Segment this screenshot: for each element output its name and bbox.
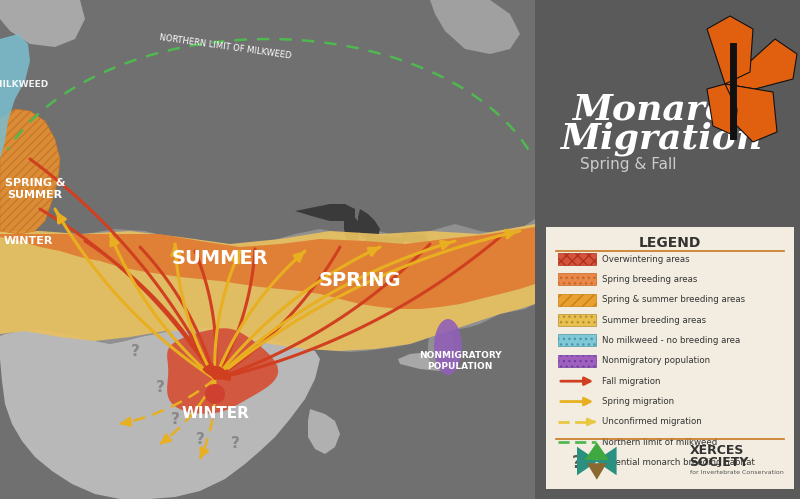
Polygon shape bbox=[308, 409, 340, 454]
Polygon shape bbox=[707, 84, 737, 136]
Polygon shape bbox=[0, 0, 535, 499]
FancyBboxPatch shape bbox=[558, 314, 596, 326]
Text: Spring & Fall: Spring & Fall bbox=[580, 157, 677, 172]
Text: SPRING &
SUMMER: SPRING & SUMMER bbox=[5, 178, 66, 200]
FancyBboxPatch shape bbox=[558, 273, 596, 285]
Text: Fall migration: Fall migration bbox=[602, 377, 661, 386]
FancyBboxPatch shape bbox=[546, 227, 794, 489]
Text: ?: ? bbox=[572, 454, 582, 472]
Text: ?: ? bbox=[230, 437, 239, 452]
Text: Unconfirmed migration: Unconfirmed migration bbox=[602, 417, 702, 427]
Polygon shape bbox=[428, 324, 455, 371]
Text: No milkweed - no breeding area: No milkweed - no breeding area bbox=[602, 336, 740, 345]
FancyBboxPatch shape bbox=[558, 334, 596, 346]
Polygon shape bbox=[0, 227, 535, 309]
Text: Northern limit of milkweed: Northern limit of milkweed bbox=[602, 438, 718, 447]
FancyBboxPatch shape bbox=[558, 253, 596, 265]
Polygon shape bbox=[0, 0, 85, 47]
Text: ?: ? bbox=[155, 380, 165, 395]
Text: Spring migration: Spring migration bbox=[602, 397, 674, 406]
Text: Monarch: Monarch bbox=[572, 92, 753, 126]
Polygon shape bbox=[365, 236, 405, 249]
Text: Migration: Migration bbox=[560, 122, 762, 156]
Polygon shape bbox=[295, 204, 355, 221]
Text: NONMIGRATORY
POPULATION: NONMIGRATORY POPULATION bbox=[418, 351, 502, 371]
Text: NORTHERN LIMIT OF MILKWEED: NORTHERN LIMIT OF MILKWEED bbox=[158, 33, 292, 61]
Polygon shape bbox=[0, 327, 320, 499]
Text: WINTER: WINTER bbox=[181, 407, 249, 422]
Text: ?: ? bbox=[130, 343, 139, 358]
Text: Nonmigratory population: Nonmigratory population bbox=[602, 356, 710, 365]
Polygon shape bbox=[707, 16, 753, 84]
Text: WINTER: WINTER bbox=[3, 236, 53, 246]
FancyBboxPatch shape bbox=[558, 294, 596, 306]
Polygon shape bbox=[398, 352, 458, 371]
Polygon shape bbox=[585, 442, 609, 460]
Polygon shape bbox=[358, 209, 380, 241]
Text: Spring & summer breeding areas: Spring & summer breeding areas bbox=[602, 295, 745, 304]
Polygon shape bbox=[587, 463, 606, 480]
Text: LEGEND: LEGEND bbox=[639, 236, 701, 250]
Polygon shape bbox=[400, 233, 428, 245]
Text: XERCES: XERCES bbox=[690, 445, 744, 458]
Polygon shape bbox=[0, 224, 535, 351]
Polygon shape bbox=[344, 209, 360, 243]
Polygon shape bbox=[577, 447, 598, 476]
Polygon shape bbox=[535, 0, 800, 499]
Text: SUMMER: SUMMER bbox=[172, 250, 268, 268]
Text: NO MILKWEED: NO MILKWEED bbox=[0, 79, 49, 88]
Polygon shape bbox=[0, 0, 535, 247]
Polygon shape bbox=[0, 109, 60, 234]
Polygon shape bbox=[725, 84, 777, 142]
Text: Overwintering areas: Overwintering areas bbox=[602, 254, 690, 263]
Text: Summer breeding areas: Summer breeding areas bbox=[602, 315, 706, 324]
Text: Potential monarch breeding habitat: Potential monarch breeding habitat bbox=[602, 458, 755, 467]
FancyBboxPatch shape bbox=[558, 355, 596, 367]
Text: for Invertebrate Conservation: for Invertebrate Conservation bbox=[690, 471, 783, 476]
Polygon shape bbox=[596, 447, 617, 476]
Text: SPRING: SPRING bbox=[318, 271, 402, 290]
Text: SOCIETY: SOCIETY bbox=[690, 457, 749, 470]
Polygon shape bbox=[0, 34, 30, 159]
Polygon shape bbox=[430, 0, 520, 54]
Polygon shape bbox=[725, 39, 797, 89]
Circle shape bbox=[205, 384, 225, 404]
Text: ?: ? bbox=[195, 432, 205, 447]
Polygon shape bbox=[0, 219, 535, 352]
Text: ?: ? bbox=[170, 412, 179, 427]
Polygon shape bbox=[434, 319, 462, 375]
Polygon shape bbox=[167, 328, 278, 414]
Text: Spring breeding areas: Spring breeding areas bbox=[602, 275, 698, 284]
